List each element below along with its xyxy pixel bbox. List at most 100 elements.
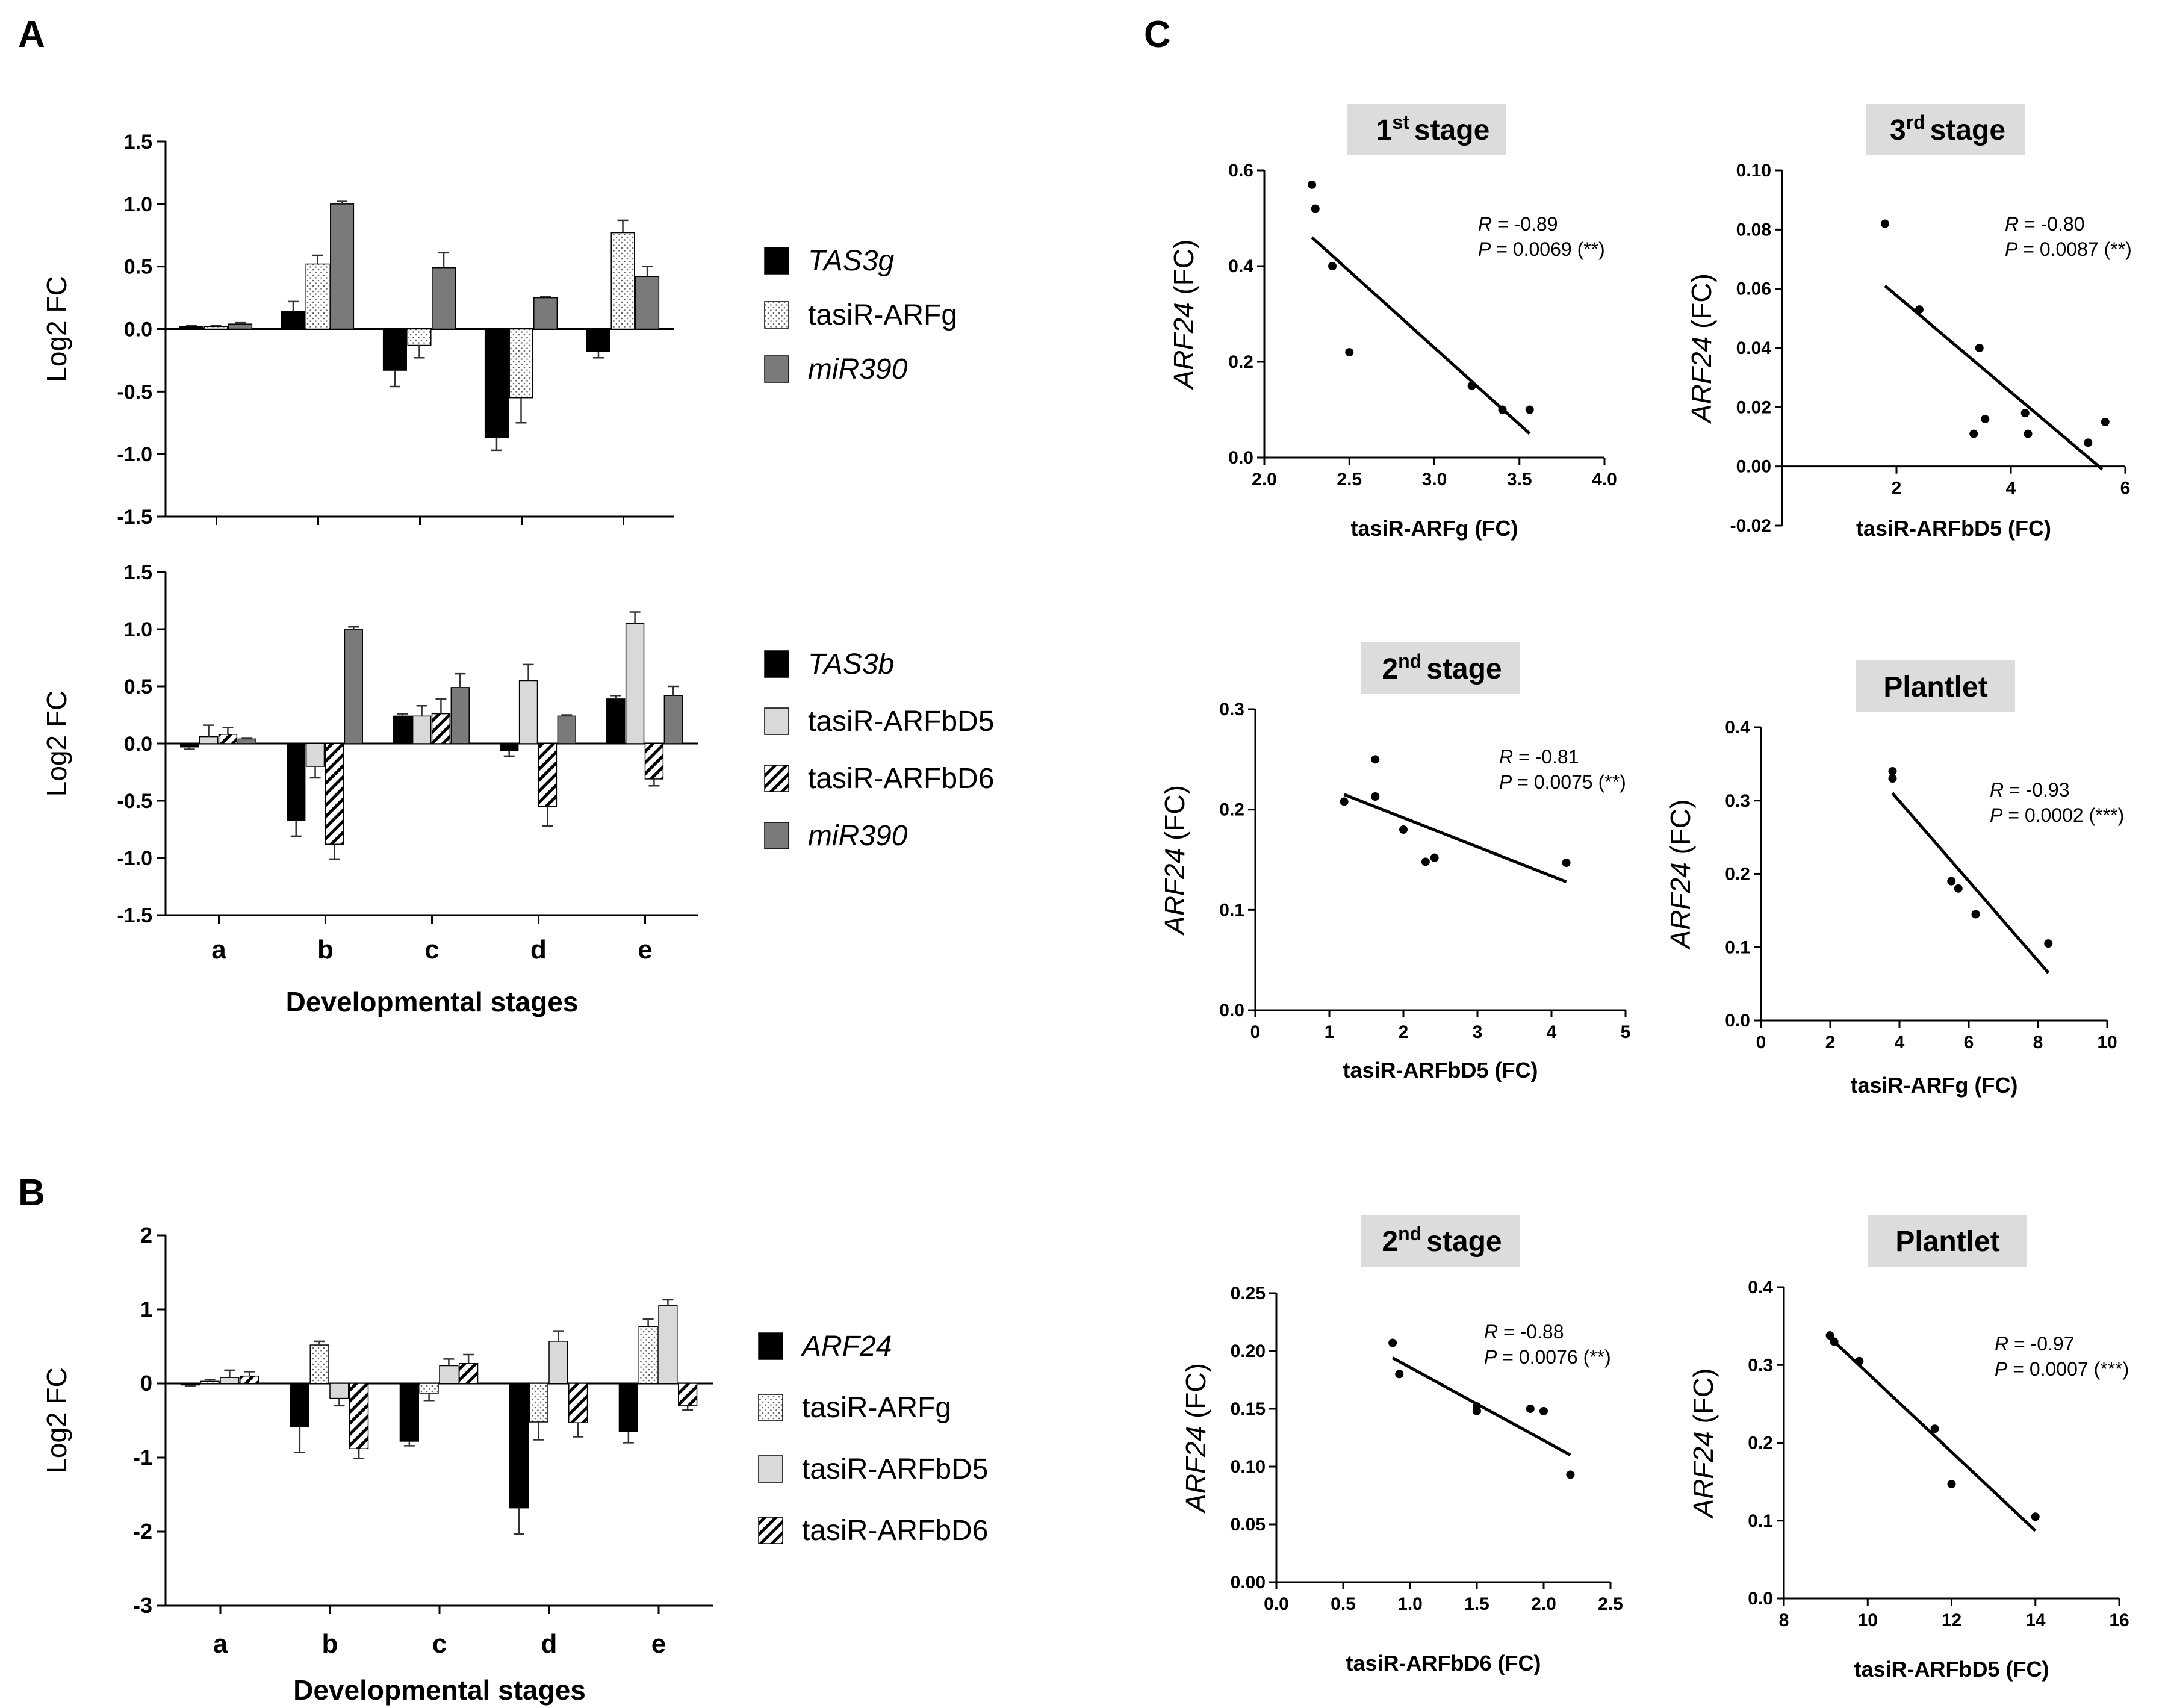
- legend-label: tasiR-ARFg: [802, 1392, 951, 1424]
- stage-title-box: [1361, 1215, 1520, 1267]
- y-axis-label: ARF24 (FC): [1159, 785, 1190, 936]
- stage-title: 1st stage: [1376, 111, 1490, 146]
- stage-title-main: Plantlet: [1895, 1226, 1999, 1258]
- data-point: [1888, 774, 1897, 783]
- y-tick-label: 0.10: [1231, 1457, 1266, 1477]
- bar: [218, 734, 238, 744]
- p-text: = 0.0076 (**): [1497, 1346, 1610, 1368]
- y-tick-label: 0.2: [1748, 1433, 1773, 1453]
- x-tick-label: 12: [1942, 1610, 1961, 1630]
- panel-label-b: B: [18, 1172, 45, 1214]
- bar: [678, 1383, 698, 1406]
- bar: [509, 328, 533, 399]
- legend-swatch: [764, 707, 789, 735]
- y-axis-label: ARF24 (FC): [1168, 240, 1199, 391]
- bar: [305, 743, 325, 767]
- p-value: P = 0.0087 (**): [2005, 238, 2132, 260]
- data-point: [1915, 305, 1924, 314]
- data-point: [1399, 825, 1408, 834]
- y-tick-label: 0.10: [1736, 161, 1771, 181]
- data-point: [1388, 1338, 1397, 1347]
- regression-line: [1391, 1356, 1571, 1456]
- x-axis-label: Developmental stages: [286, 986, 579, 1017]
- x-tick-label: 2.5: [1598, 1594, 1623, 1614]
- data-point: [1825, 1331, 1834, 1340]
- x-tick-label: 2.0: [1531, 1594, 1556, 1614]
- p-value: P = 0.0007 (***): [1995, 1358, 2129, 1380]
- data-point: [2084, 438, 2093, 447]
- stage-title-box: [1347, 104, 1506, 155]
- bar: [538, 743, 558, 807]
- regression-line: [1891, 792, 2050, 974]
- x-tick-label: 16: [2109, 1610, 2129, 1630]
- y-tick-label: -2: [133, 1519, 152, 1544]
- y-tick-label: 1.5: [124, 561, 152, 584]
- r-value: R = -0.89: [1478, 213, 1558, 235]
- y-axis-label-gene: ARF24: [1159, 848, 1190, 936]
- regression-line: [1828, 1337, 2037, 1532]
- y-tick-label: 0.04: [1736, 338, 1772, 358]
- y-tick-label: 1.0: [124, 193, 152, 216]
- y-tick-label: -1.0: [117, 443, 152, 466]
- stage-title-main: 2: [1382, 653, 1398, 685]
- data-point: [1562, 859, 1571, 867]
- bar: [412, 715, 432, 744]
- r-text: = -0.93: [2004, 779, 2069, 801]
- x-tick-label: 1.5: [1464, 1594, 1489, 1614]
- y-tick-label: 0.0: [1228, 448, 1253, 468]
- x-tick-label: 4: [1895, 1033, 1905, 1052]
- bar: [500, 743, 519, 751]
- data-point: [1566, 1470, 1575, 1479]
- data-point: [1473, 1402, 1481, 1411]
- bar: [281, 311, 305, 330]
- r-text: = -0.97: [2008, 1333, 2074, 1355]
- legend-label: miR390: [808, 353, 908, 385]
- category-label: b: [322, 1629, 338, 1659]
- bar-chart-b: 2 1 0 -1 -2 -3 Log2 FC a b c d e Developmental stage…: [41, 1223, 988, 1706]
- p-text: = 0.0007 (***): [2007, 1358, 2129, 1380]
- category-label: c: [424, 935, 439, 964]
- r-symbol: R: [2005, 213, 2019, 235]
- p-text: = 0.0069 (**): [1491, 238, 1604, 260]
- x-axis-label: tasiR-ARFbD5 (FC): [1343, 1058, 1538, 1082]
- data-point: [1930, 1424, 1939, 1433]
- y-tick-label: 1: [140, 1297, 152, 1321]
- p-value: P = 0.0075 (**): [1499, 771, 1626, 793]
- bar: [606, 698, 626, 744]
- stage-title-main: Plantlet: [1883, 671, 1987, 703]
- p-text: = 0.0002 (***): [2002, 804, 2124, 826]
- bar: [644, 743, 664, 780]
- bar: [586, 328, 610, 352]
- y-tick-label: 0.5: [124, 675, 152, 698]
- r-value: R = -0.88: [1484, 1321, 1564, 1343]
- r-value: R = -0.80: [2005, 213, 2085, 235]
- x-tick-label: 2.5: [1337, 470, 1362, 489]
- x-tick-label: 4: [1547, 1022, 1557, 1042]
- data-point: [1830, 1337, 1839, 1346]
- category-label: a: [213, 1629, 228, 1659]
- data-point: [2031, 1512, 2040, 1521]
- x-tick-label: 3.0: [1422, 470, 1447, 489]
- stage-title-superscript: st: [1392, 111, 1409, 133]
- x-tick-label: 5: [1621, 1022, 1631, 1042]
- bar: [179, 326, 203, 330]
- bar: [509, 1383, 529, 1509]
- r-symbol: R: [1484, 1321, 1498, 1343]
- scatter-2nd-stage-tasir-arfbd6: 2nd stage 0.00 0.05 0.10 0.15 0.20 0.25 0.0 0.5 1.…: [1180, 1215, 1623, 1675]
- bar: [330, 203, 355, 330]
- panel-label-c: C: [1144, 14, 1171, 55]
- x-tick-label: 10: [1858, 1610, 1878, 1630]
- bar: [548, 1341, 568, 1384]
- y-tick-label: 0.15: [1231, 1399, 1266, 1419]
- data-point: [1395, 1370, 1404, 1379]
- bar: [529, 1383, 548, 1423]
- x-axis-label: tasiR-ARFbD5 (FC): [1854, 1657, 2049, 1682]
- bar: [484, 328, 509, 438]
- regression-line: [1343, 793, 1567, 883]
- legend-swatch: [758, 1455, 783, 1483]
- x-tick-label: 8: [1779, 1610, 1789, 1630]
- category-label: b: [317, 935, 334, 964]
- y-tick-label: 0.1: [1748, 1511, 1773, 1531]
- bar: [180, 743, 199, 748]
